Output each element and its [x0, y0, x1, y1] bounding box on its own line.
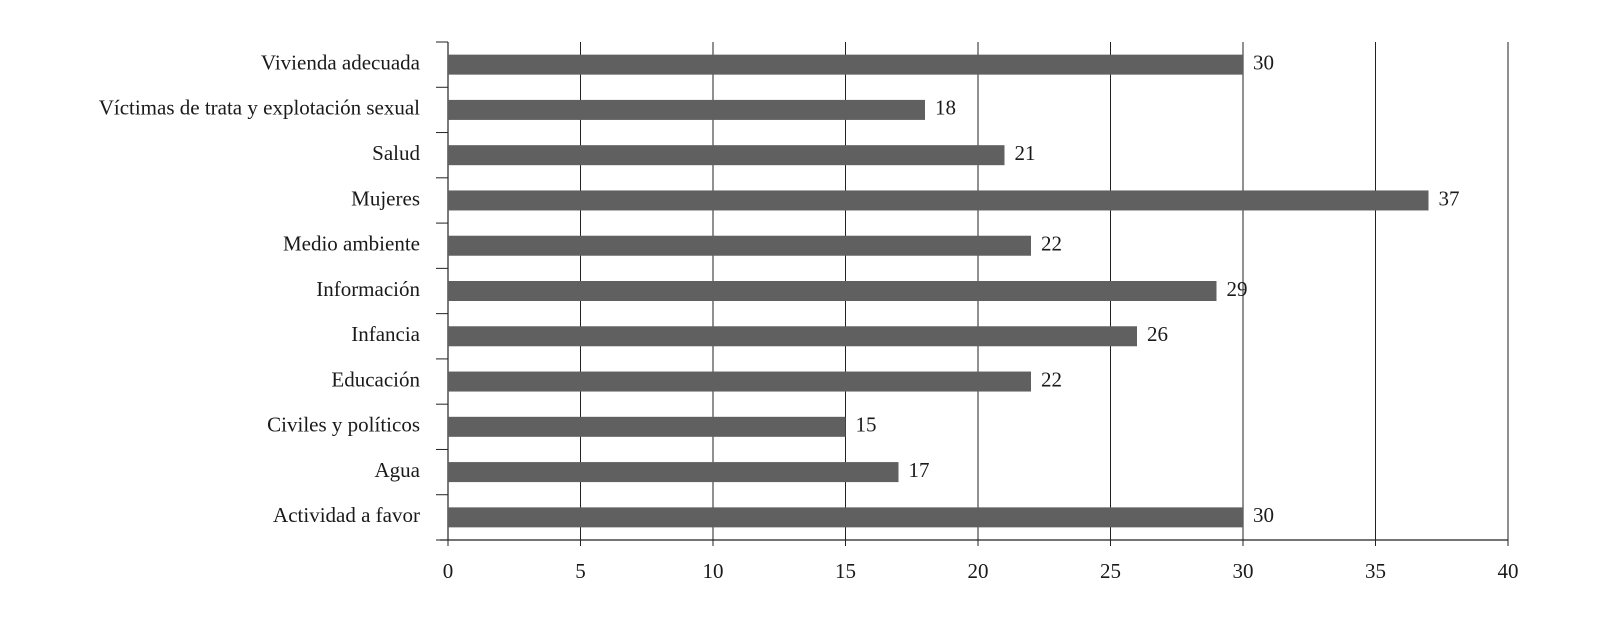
y-tick-label: Agua: [375, 458, 421, 482]
value-label: 17: [909, 458, 930, 482]
bar: [448, 462, 899, 483]
value-label: 21: [1015, 141, 1036, 165]
y-tick-label: Educación: [331, 367, 420, 391]
value-label: 30: [1253, 50, 1274, 74]
bar: [448, 145, 1005, 166]
value-label: 26: [1147, 322, 1168, 346]
x-tick-label: 5: [575, 559, 586, 583]
bar: [448, 54, 1243, 75]
x-tick-label: 35: [1365, 559, 1386, 583]
x-tick-label: 40: [1498, 559, 1519, 583]
y-tick-label: Víctimas de trata y explotación sexual: [99, 96, 420, 120]
bar: [448, 326, 1137, 347]
x-tick-label: 25: [1100, 559, 1121, 583]
bar: [448, 507, 1243, 528]
bar: [448, 99, 925, 120]
y-tick-label: Infancia: [351, 322, 420, 346]
bar: [448, 281, 1217, 301]
y-tick-label: Mujeres: [351, 186, 420, 210]
y-tick-label: Información: [316, 277, 420, 301]
value-label: 22: [1041, 232, 1062, 256]
x-tick-label: 30: [1233, 559, 1254, 583]
y-tick-label: Medio ambiente: [283, 232, 420, 256]
x-tick-label: 10: [703, 559, 724, 583]
value-label: 15: [856, 413, 877, 437]
x-tick-label: 20: [968, 559, 989, 583]
x-tick-label: 0: [443, 559, 454, 583]
y-tick-label: Vivienda adecuada: [261, 50, 421, 74]
value-label: 18: [935, 96, 956, 120]
y-tick-label: Civiles y políticos: [267, 413, 420, 437]
bar: [448, 416, 846, 437]
y-tick-label: Actividad a favor: [273, 503, 420, 527]
value-label: 29: [1227, 277, 1248, 301]
bar: [448, 190, 1429, 211]
x-tick-label: 15: [835, 559, 856, 583]
value-label: 22: [1041, 367, 1062, 391]
y-tick-label: Salud: [372, 141, 420, 165]
bar: [448, 235, 1031, 256]
value-label: 37: [1439, 186, 1460, 210]
bar: [448, 371, 1031, 392]
value-label: 30: [1253, 503, 1274, 527]
